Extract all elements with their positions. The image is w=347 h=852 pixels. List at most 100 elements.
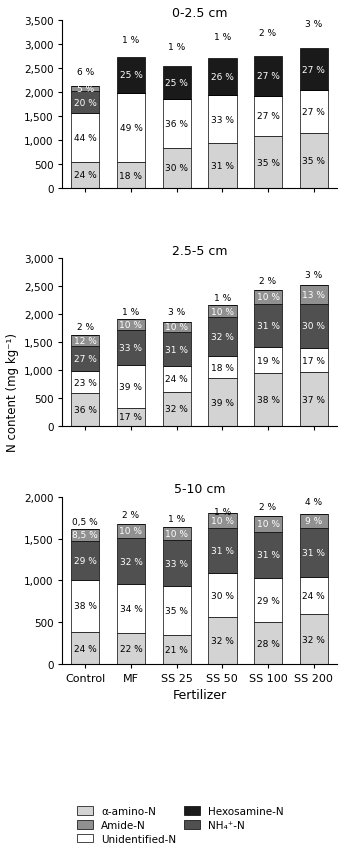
Text: 20 %: 20 % (74, 99, 97, 107)
Text: 27 %: 27 % (302, 108, 325, 117)
Text: 21 %: 21 % (165, 646, 188, 654)
Bar (117, 320, 145, 331)
Bar (71, 86, 100, 92)
Text: 6 %: 6 % (77, 68, 94, 77)
Bar (299, 134, 328, 189)
Bar (299, 348, 328, 373)
Text: 27 %: 27 % (302, 66, 325, 74)
Text: 10 %: 10 % (119, 320, 143, 330)
Bar (117, 331, 145, 366)
Text: 2 %: 2 % (260, 277, 277, 285)
Text: 29 %: 29 % (257, 596, 279, 605)
Text: 36 %: 36 % (74, 406, 97, 414)
Bar (162, 587, 191, 636)
Text: 39 %: 39 % (119, 383, 143, 392)
Title: 5-10 cm: 5-10 cm (174, 483, 225, 496)
Bar (208, 306, 237, 318)
Bar (208, 528, 237, 573)
Text: 4 %: 4 % (305, 497, 322, 506)
Text: 1 %: 1 % (214, 293, 231, 302)
Text: 38 %: 38 % (74, 602, 97, 611)
Text: 1 %: 1 % (168, 43, 185, 52)
Bar (208, 573, 237, 618)
Text: 30 %: 30 % (211, 591, 234, 600)
Text: 10 %: 10 % (211, 516, 234, 526)
Text: 24 %: 24 % (302, 591, 325, 600)
Text: 31 %: 31 % (256, 321, 280, 331)
Text: 17 %: 17 % (119, 413, 143, 422)
Text: 37 %: 37 % (302, 395, 325, 405)
Bar (208, 618, 237, 665)
Bar (299, 528, 328, 577)
Text: 1 %: 1 % (214, 33, 231, 43)
Text: 27 %: 27 % (257, 112, 279, 121)
Text: 31 %: 31 % (165, 345, 188, 354)
Bar (254, 517, 282, 532)
Text: 3 %: 3 % (168, 308, 185, 317)
Text: 1 %: 1 % (122, 308, 139, 316)
Text: 35 %: 35 % (302, 157, 325, 166)
Bar (71, 632, 100, 665)
Text: 31 %: 31 % (211, 546, 234, 556)
Bar (117, 633, 145, 665)
Text: 39 %: 39 % (211, 399, 234, 407)
Text: 26 %: 26 % (211, 73, 234, 82)
Text: 32 %: 32 % (165, 405, 188, 414)
Bar (208, 357, 237, 379)
Bar (117, 538, 145, 584)
Bar (162, 541, 191, 587)
Bar (299, 614, 328, 665)
Text: 1 %: 1 % (122, 36, 139, 44)
Bar (254, 579, 282, 622)
Text: 13 %: 13 % (302, 291, 325, 300)
Bar (299, 515, 328, 528)
Bar (254, 348, 282, 374)
Text: 23 %: 23 % (74, 378, 97, 387)
Bar (254, 291, 282, 304)
Bar (208, 379, 237, 427)
Bar (208, 514, 237, 528)
Text: 1 %: 1 % (214, 507, 231, 516)
Bar (71, 530, 100, 541)
Text: 8,5 %: 8,5 % (73, 531, 98, 540)
Text: 3 %: 3 % (305, 20, 322, 29)
Text: 24 %: 24 % (165, 375, 188, 383)
Text: 10 %: 10 % (256, 520, 280, 529)
Bar (254, 532, 282, 579)
Legend: α-amino-N, Amide-N, Unidentified-N, Hexosamine-N, NH₄⁺-N: α-amino-N, Amide-N, Unidentified-N, Hexo… (74, 803, 287, 847)
Text: 5 %: 5 % (77, 84, 94, 94)
Bar (208, 144, 237, 189)
Text: 29 %: 29 % (74, 556, 97, 565)
Bar (71, 541, 100, 580)
Bar (208, 318, 237, 357)
Bar (299, 49, 328, 91)
Text: 10 %: 10 % (165, 529, 188, 538)
Text: 33 %: 33 % (211, 116, 234, 124)
Text: N content (mg kg⁻¹): N content (mg kg⁻¹) (6, 332, 19, 452)
Bar (162, 333, 191, 366)
Title: 0-2.5 cm: 0-2.5 cm (172, 7, 227, 20)
Text: 1 %: 1 % (168, 515, 185, 523)
Bar (71, 336, 100, 347)
Bar (254, 304, 282, 348)
Text: 33 %: 33 % (119, 343, 143, 353)
Text: 49 %: 49 % (120, 124, 142, 133)
Bar (162, 527, 191, 541)
Bar (299, 286, 328, 305)
Text: 44 %: 44 % (74, 134, 97, 142)
Bar (254, 374, 282, 427)
Text: 0,5 %: 0,5 % (73, 518, 98, 527)
Bar (299, 91, 328, 134)
Text: 24 %: 24 % (74, 644, 97, 653)
Text: 18 %: 18 % (211, 364, 234, 372)
Text: 31 %: 31 % (211, 162, 234, 171)
Bar (117, 366, 145, 408)
Bar (208, 96, 237, 144)
Bar (162, 392, 191, 427)
Text: 38 %: 38 % (256, 396, 280, 405)
Bar (162, 100, 191, 148)
X-axis label: Fertilizer: Fertilizer (172, 688, 227, 700)
Text: 18 %: 18 % (119, 171, 143, 181)
Bar (299, 577, 328, 614)
Text: 25 %: 25 % (120, 72, 142, 80)
